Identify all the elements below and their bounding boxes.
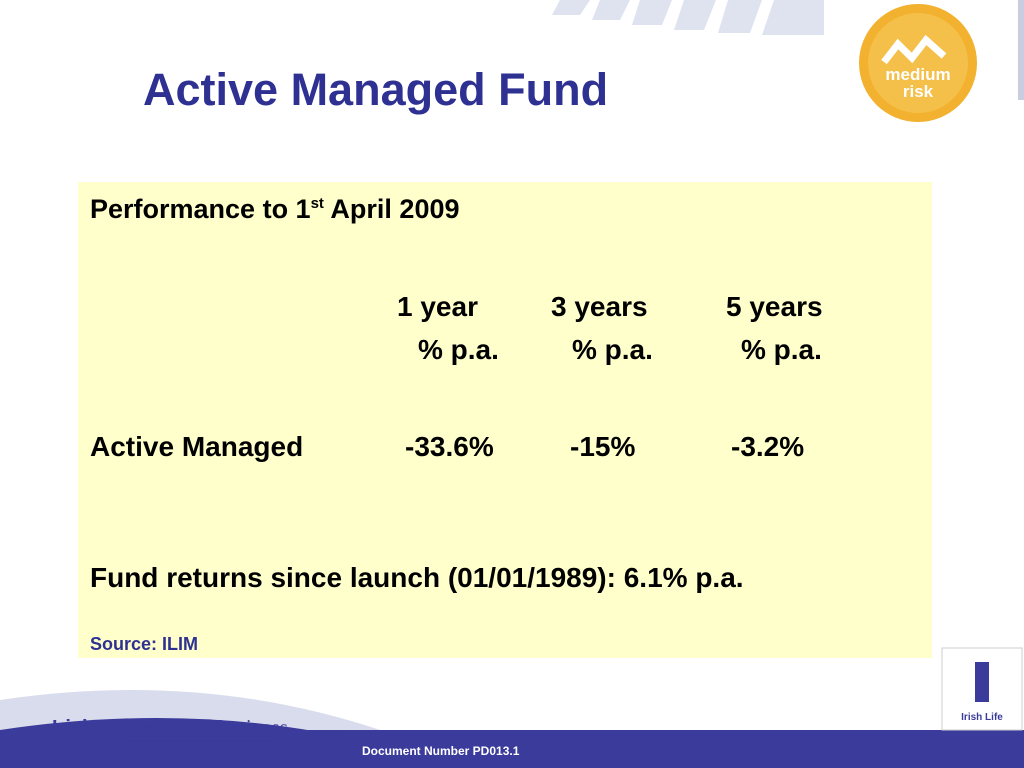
panel-heading: Performance to 1st April 2009 [90, 194, 460, 225]
row-value: -15% [570, 431, 636, 462]
footer-division: Corporate Business [124, 715, 288, 739]
panel [78, 182, 932, 658]
edge-bar [1018, 0, 1024, 100]
footer-curve [0, 718, 380, 768]
row-value: -3.2% [731, 431, 805, 462]
title: Active Managed Fund [143, 64, 609, 115]
heading-sup: st [310, 195, 324, 212]
column-period: 1 year [397, 291, 478, 322]
heading-text: Performance to 1 [90, 194, 311, 224]
badge-line: risk [902, 82, 934, 101]
column-unit: % p.a. [418, 334, 499, 365]
source: Source: ILIM [90, 634, 199, 654]
heading-text: April 2009 [323, 194, 460, 224]
badge-text: medium risk [868, 66, 968, 100]
logo-mark [975, 662, 989, 702]
since-launch: Fund returns since launch (01/01/1989): … [90, 562, 744, 593]
footer-brand: Irish Life [52, 717, 136, 739]
column-period: 3 years [551, 291, 648, 322]
column-unit: % p.a. [572, 334, 653, 365]
logo-text: Irish Life [961, 712, 1003, 723]
top-stripes [552, 0, 824, 35]
badge-zigzag [881, 34, 947, 65]
column-period: 5 years [726, 291, 823, 322]
row-label: Active Managed [90, 431, 304, 462]
document-number: Document Number PD013.1 [362, 744, 520, 758]
column-unit: % p.a. [741, 334, 822, 365]
row-value: -33.6% [405, 431, 494, 462]
badge-inner [868, 13, 968, 113]
badge-line: medium [885, 65, 951, 84]
